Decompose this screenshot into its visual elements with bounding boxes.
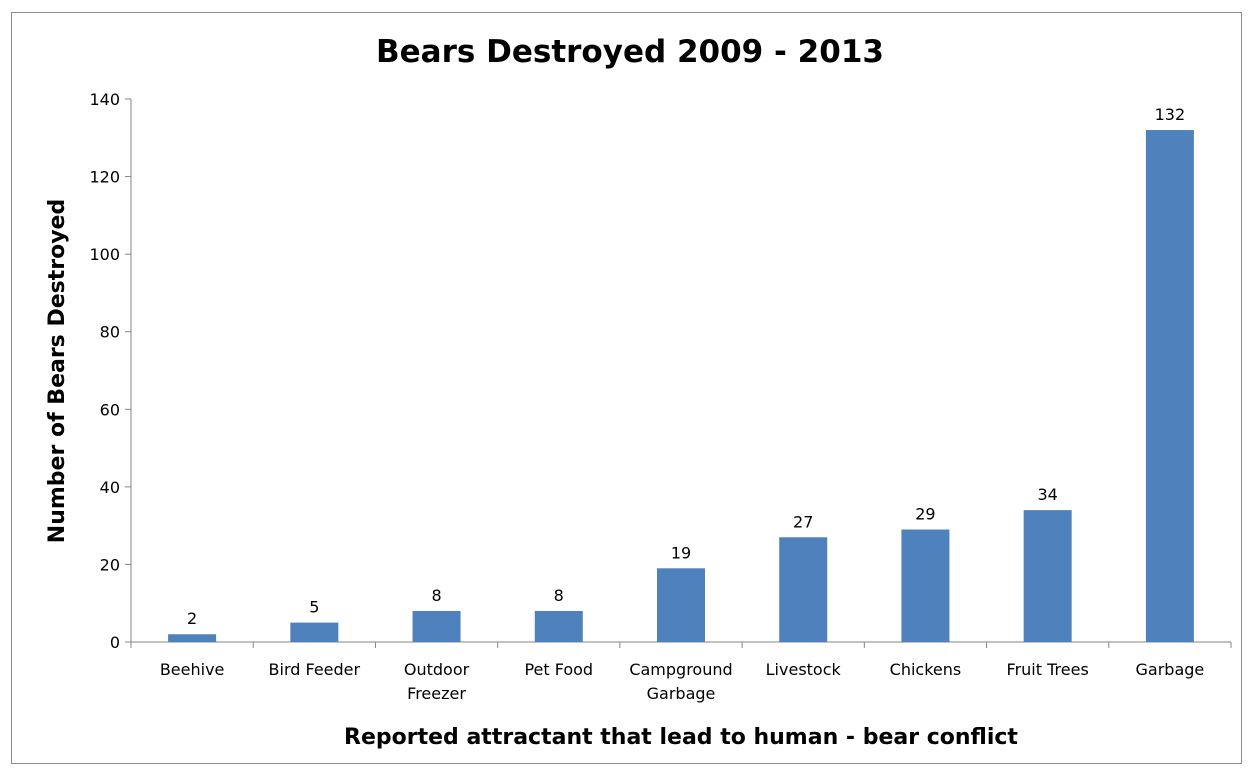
bar	[168, 634, 217, 642]
bar	[657, 568, 705, 642]
category-label: Garbage	[1136, 660, 1205, 679]
category-label: Bird Feeder	[269, 660, 361, 679]
bar	[1145, 130, 1194, 642]
chart-title: Bears Destroyed 2009 - 2013	[376, 34, 884, 70]
data-label: 132	[1155, 105, 1186, 124]
bar	[534, 610, 583, 642]
bar	[412, 610, 461, 642]
data-label: 5	[309, 598, 319, 617]
y-tick-label: 60	[100, 400, 120, 419]
data-label: 29	[915, 505, 935, 524]
category-label: Livestock	[766, 660, 842, 679]
category-label: Outdoor	[404, 660, 470, 679]
category-label: Fruit Trees	[1007, 660, 1089, 679]
category-label: Garbage	[647, 684, 716, 703]
y-tick-label: 100	[89, 245, 120, 264]
y-tick-label: 80	[100, 323, 120, 342]
bar	[290, 622, 339, 642]
category-label: Pet Food	[524, 660, 593, 679]
data-label: 34	[1037, 485, 1057, 504]
y-tick-label: 140	[89, 90, 120, 109]
category-label: Campground	[629, 660, 732, 679]
y-axis-title: Number of Bears Destroyed	[45, 199, 70, 543]
y-tick-label: 40	[100, 478, 120, 497]
y-tick-label: 120	[89, 168, 120, 187]
data-label: 8	[431, 586, 441, 605]
plot-area: 0 20 40 60 80 100 120 140 2 Beehive 5 Bird Feeder 8 O…	[89, 90, 1232, 703]
category-label: Beehive	[160, 660, 225, 679]
y-tick-label: 0	[110, 633, 120, 652]
bar	[901, 529, 950, 642]
data-label: 19	[671, 543, 691, 562]
data-label: 27	[793, 512, 813, 531]
category-label: Chickens	[890, 660, 962, 679]
y-tick-label: 20	[100, 555, 120, 574]
x-axis-title: Reported attractant that lead to human -…	[344, 725, 1018, 750]
bar	[779, 537, 828, 642]
category-label: Freezer	[407, 684, 466, 703]
data-label: 2	[187, 609, 197, 628]
data-label: 8	[554, 586, 564, 605]
bar	[1023, 510, 1072, 642]
